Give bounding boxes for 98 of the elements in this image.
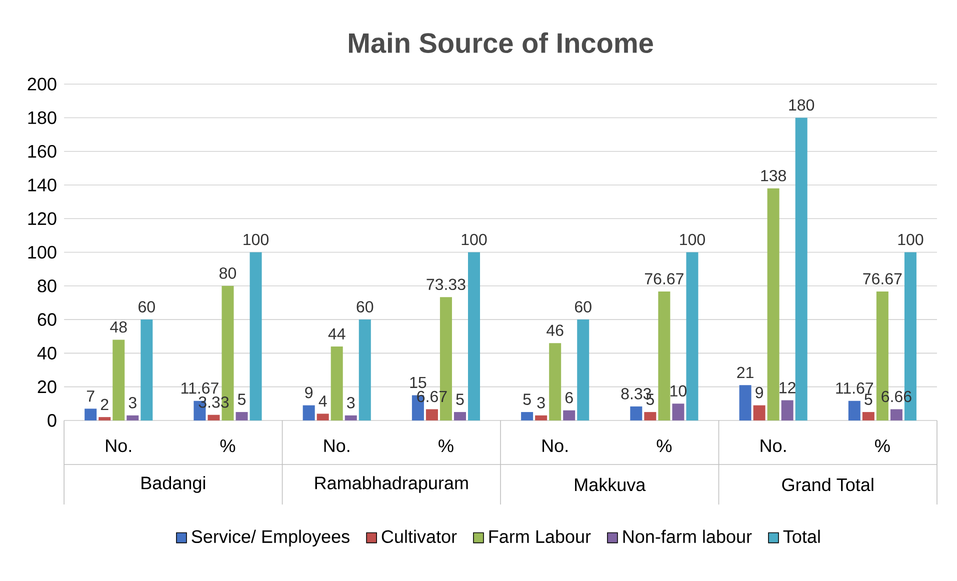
data-label: 3 bbox=[347, 397, 355, 409]
data-label: 6 bbox=[565, 392, 573, 404]
data-label: 60 bbox=[356, 301, 374, 313]
data-label: 180 bbox=[789, 100, 814, 111]
bar bbox=[140, 320, 153, 421]
data-label: 21 bbox=[737, 367, 754, 378]
bar bbox=[208, 415, 220, 421]
x-tick-label: % bbox=[875, 440, 890, 452]
bar bbox=[98, 417, 111, 421]
data-label: 100 bbox=[462, 234, 487, 246]
data-label: 7 bbox=[86, 390, 94, 402]
bar bbox=[848, 401, 860, 421]
data-label: 100 bbox=[898, 234, 924, 246]
data-label: 5 bbox=[523, 394, 531, 406]
data-label: 12 bbox=[780, 382, 796, 394]
text: Makkuva bbox=[575, 478, 646, 492]
y-tick-label: 0 bbox=[48, 414, 56, 428]
y-tick-label: 100 bbox=[28, 246, 56, 259]
bar bbox=[250, 252, 262, 421]
bar bbox=[890, 409, 902, 421]
bar bbox=[426, 409, 438, 421]
bar bbox=[344, 416, 357, 421]
x-tick-label: % bbox=[656, 440, 672, 452]
bar bbox=[672, 404, 684, 421]
bar bbox=[739, 385, 752, 421]
data-label: 15 bbox=[410, 377, 426, 388]
bar bbox=[468, 252, 480, 421]
bar bbox=[630, 406, 642, 421]
bar bbox=[577, 320, 590, 421]
bar bbox=[236, 412, 248, 421]
data-label: 76.67 bbox=[644, 273, 684, 285]
bar bbox=[535, 416, 548, 421]
data-label: 11.67 bbox=[836, 382, 874, 394]
bar bbox=[521, 412, 534, 421]
bar bbox=[686, 252, 698, 421]
bar bbox=[781, 400, 794, 421]
y-tick-label: 40 bbox=[37, 346, 56, 360]
x-tick-label: No. bbox=[760, 440, 786, 452]
data-label: 100 bbox=[244, 234, 269, 246]
bar bbox=[330, 346, 343, 421]
data-label: 9 bbox=[305, 387, 313, 398]
data-label: 4 bbox=[318, 396, 327, 407]
x-tick-label: No. bbox=[324, 440, 350, 452]
data-label: 44 bbox=[328, 328, 346, 340]
data-label: 2 bbox=[100, 399, 108, 410]
x-tick-label: No. bbox=[542, 440, 568, 452]
x-tick-label: No. bbox=[106, 440, 131, 452]
data-label: 60 bbox=[138, 301, 155, 313]
y-tick-label: 80 bbox=[38, 280, 56, 292]
legend-label: Cultivator bbox=[382, 530, 457, 544]
text: Badangi bbox=[142, 476, 206, 494]
data-label: 3 bbox=[128, 397, 136, 409]
data-label: 60 bbox=[575, 301, 592, 313]
data-label: 80 bbox=[220, 268, 236, 280]
y-tick-label: 160 bbox=[28, 145, 56, 158]
bar bbox=[753, 405, 766, 421]
legend-label: Service/ Employees bbox=[192, 530, 350, 547]
data-label: 100 bbox=[680, 234, 705, 246]
data-label: 11.67 bbox=[181, 382, 218, 394]
x-tick-label: % bbox=[438, 440, 454, 452]
x-tick-label: % bbox=[220, 440, 236, 452]
bar bbox=[862, 412, 874, 421]
y-tick-label: 120 bbox=[28, 212, 56, 226]
y-tick-label: 20 bbox=[38, 380, 56, 394]
data-label: 73.33 bbox=[426, 278, 466, 290]
data-label: 46 bbox=[546, 324, 564, 336]
bar bbox=[658, 292, 670, 421]
legend-label: Farm Labour bbox=[489, 530, 591, 544]
bar bbox=[112, 340, 125, 421]
chart-title: Main Source of Income bbox=[349, 32, 653, 54]
bar bbox=[563, 410, 576, 421]
bar bbox=[358, 320, 371, 421]
data-label: 10 bbox=[670, 385, 687, 397]
y-tick-label: 200 bbox=[28, 78, 56, 91]
data-label: 3 bbox=[537, 397, 545, 409]
bar bbox=[126, 416, 139, 421]
bar bbox=[84, 408, 97, 421]
data-label: 9 bbox=[756, 387, 763, 398]
data-label: 76.67 bbox=[863, 273, 902, 285]
text: Grand Total bbox=[782, 478, 874, 492]
legend-label: Total bbox=[783, 530, 820, 544]
bar bbox=[644, 412, 656, 421]
bar bbox=[549, 343, 562, 421]
text: Ramabhadrapuram bbox=[315, 476, 468, 494]
y-tick-label: 60 bbox=[38, 313, 56, 326]
bar bbox=[795, 118, 808, 421]
bar bbox=[316, 414, 329, 421]
data-label: 48 bbox=[110, 322, 127, 333]
bar bbox=[302, 405, 315, 421]
bar bbox=[767, 188, 780, 421]
bar bbox=[454, 412, 466, 421]
legend-label: Non-farm labour bbox=[623, 530, 752, 544]
y-tick-label: 180 bbox=[28, 112, 56, 124]
data-label: 138 bbox=[761, 170, 786, 182]
y-tick-label: 140 bbox=[28, 178, 56, 192]
data-label: 5 bbox=[864, 394, 872, 406]
data-label: 5 bbox=[238, 394, 246, 406]
data-label: 5 bbox=[456, 394, 464, 406]
